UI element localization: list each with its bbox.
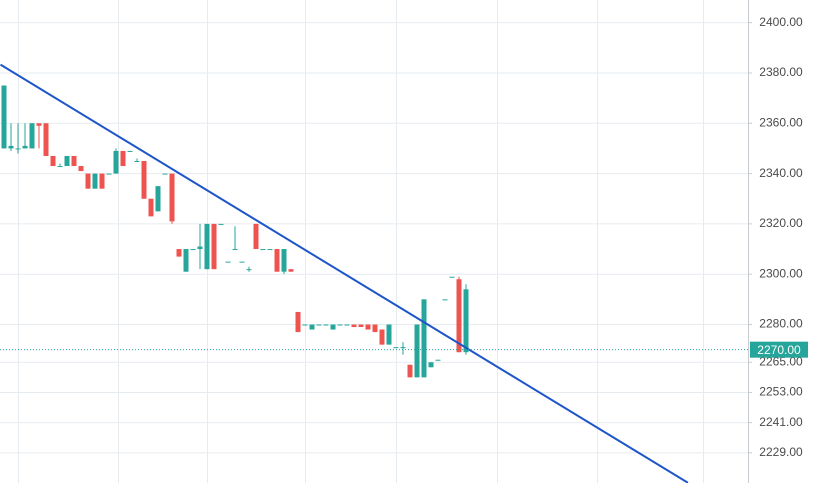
- candle-body: [288, 269, 294, 272]
- candle-body: [330, 324, 336, 330]
- last-price-box: [750, 341, 808, 358]
- y-tick-label: 2380.00: [759, 65, 803, 79]
- candle-body: [64, 155, 70, 167]
- candle-body: [372, 324, 378, 333]
- trendline: [0, 63, 689, 483]
- y-tick-label: 2280.00: [759, 317, 803, 331]
- candle-body: [351, 324, 357, 328]
- candle-body: [267, 249, 273, 251]
- candle-body: [281, 249, 287, 272]
- candle-body: [78, 166, 84, 172]
- candle-body: [127, 150, 133, 152]
- candle-body: [43, 123, 49, 156]
- candle-body: [57, 166, 63, 168]
- candle-body: [337, 324, 343, 326]
- candle-body: [435, 359, 441, 361]
- candle-body: [414, 324, 420, 378]
- candle-body: [225, 261, 231, 263]
- candle-body: [253, 223, 259, 250]
- candle-body: [120, 150, 126, 167]
- candle-body: [106, 173, 112, 175]
- candle-body: [29, 123, 35, 149]
- candle-body: [274, 249, 280, 272]
- candle-body: [316, 324, 322, 326]
- candle-body: [113, 150, 119, 174]
- y-tick-label: 2229.00: [759, 445, 803, 459]
- candle-body: [246, 269, 252, 271]
- candle-body: [204, 223, 210, 270]
- last-price-label: 2270.00: [757, 343, 801, 357]
- candle-body: [1, 85, 7, 149]
- candle-body: [162, 173, 168, 175]
- candle-body: [15, 148, 21, 150]
- y-tick-label: 2340.00: [759, 166, 803, 180]
- candle-body: [218, 223, 224, 225]
- y-tick-label: 2253.00: [759, 385, 803, 399]
- candle-body: [421, 299, 427, 378]
- candle-body: [85, 173, 91, 189]
- candle-body: [197, 246, 203, 250]
- candle-body: [232, 249, 238, 251]
- y-tick-label: 2241.00: [759, 415, 803, 429]
- candle-body: [386, 324, 392, 345]
- candle-body: [22, 145, 28, 149]
- candle-body: [211, 223, 217, 270]
- candle-body: [183, 249, 189, 272]
- candle-body: [449, 276, 455, 278]
- candle-body: [309, 324, 315, 330]
- candle-body: [169, 173, 175, 222]
- candle-body: [99, 173, 105, 189]
- candle-body: [428, 362, 434, 368]
- candle-body: [92, 173, 98, 189]
- candle-body: [260, 249, 266, 251]
- candle-body: [239, 261, 245, 263]
- y-tick-label: 2360.00: [759, 115, 803, 129]
- candle-body: [358, 324, 364, 328]
- candle-body: [302, 324, 308, 326]
- candle-body: [365, 324, 371, 330]
- candle-body: [407, 364, 413, 378]
- candle-body: [456, 279, 462, 353]
- y-tick-label: 2300.00: [759, 266, 803, 280]
- candle-body: [141, 161, 147, 199]
- candle-body: [36, 123, 42, 126]
- y-tick-label: 2320.00: [759, 216, 803, 230]
- candle-body: [442, 299, 448, 301]
- candle-body: [393, 347, 399, 349]
- candle-body: [190, 249, 196, 251]
- candle-body: [379, 329, 385, 345]
- candle-body: [155, 186, 161, 212]
- candle-body: [134, 161, 140, 162]
- candle-body: [50, 155, 56, 167]
- candle-body: [71, 155, 77, 167]
- y-tick-label: 2265.00: [759, 354, 803, 368]
- candle-body: [323, 324, 329, 326]
- candle-body: [295, 311, 301, 333]
- candle-body: [148, 198, 154, 217]
- candle-body: [400, 347, 406, 349]
- candle-body: [344, 324, 350, 326]
- candle-body: [463, 289, 469, 353]
- candle-body: [176, 249, 182, 257]
- y-tick-label: 2400.00: [759, 15, 803, 29]
- candle-body: [8, 145, 14, 149]
